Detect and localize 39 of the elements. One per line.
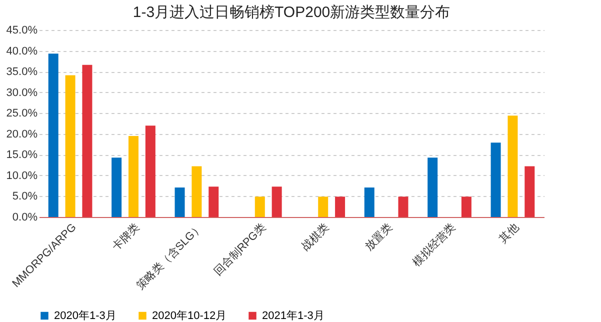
y-tick-label: 25.0% bbox=[6, 108, 38, 120]
bar bbox=[112, 158, 122, 217]
bar bbox=[524, 166, 535, 217]
y-tick-label: 45.0% bbox=[6, 24, 38, 36]
bar bbox=[364, 187, 374, 217]
bar bbox=[335, 196, 346, 217]
bar bbox=[490, 142, 501, 217]
bar bbox=[254, 196, 265, 217]
bar bbox=[318, 196, 328, 217]
bar bbox=[398, 196, 408, 217]
y-tick-label: 5.0% bbox=[12, 190, 38, 203]
bar bbox=[192, 166, 202, 217]
y-tick-label: 0.0% bbox=[12, 212, 38, 224]
bar bbox=[272, 186, 282, 217]
y-tick-label: 15.0% bbox=[6, 149, 38, 162]
bar bbox=[428, 158, 438, 217]
bar bbox=[82, 64, 92, 217]
legend-label: 2020年1-3月 bbox=[54, 310, 116, 322]
x-tick-label: 放置类 bbox=[362, 220, 395, 254]
bar bbox=[208, 186, 219, 217]
bar bbox=[65, 75, 76, 217]
x-tick-label: 模拟经营类 bbox=[410, 220, 458, 269]
chart-title: 1-3月进入过日畅销榜TOP200新游类型数量分布 bbox=[132, 4, 450, 21]
bar bbox=[174, 187, 185, 217]
bar bbox=[461, 196, 472, 217]
y-tick-label: 20.0% bbox=[6, 128, 38, 140]
legend-label: 2021年1-3月 bbox=[262, 310, 324, 322]
legend-label: 2020年10-12月 bbox=[152, 310, 227, 322]
bar bbox=[48, 54, 58, 217]
y-tick-label: 40.0% bbox=[6, 45, 38, 58]
y-tick-label: 10.0% bbox=[6, 170, 38, 182]
y-tick-label: 30.0% bbox=[6, 86, 38, 99]
x-tick-label: 卡牌类 bbox=[109, 220, 142, 254]
bar bbox=[128, 136, 138, 217]
x-tick-label: 其他 bbox=[496, 220, 522, 246]
x-tick-label: 战棋类 bbox=[299, 220, 332, 254]
bar bbox=[508, 116, 518, 217]
bar bbox=[145, 126, 156, 217]
y-tick-label: 35.0% bbox=[6, 66, 38, 78]
